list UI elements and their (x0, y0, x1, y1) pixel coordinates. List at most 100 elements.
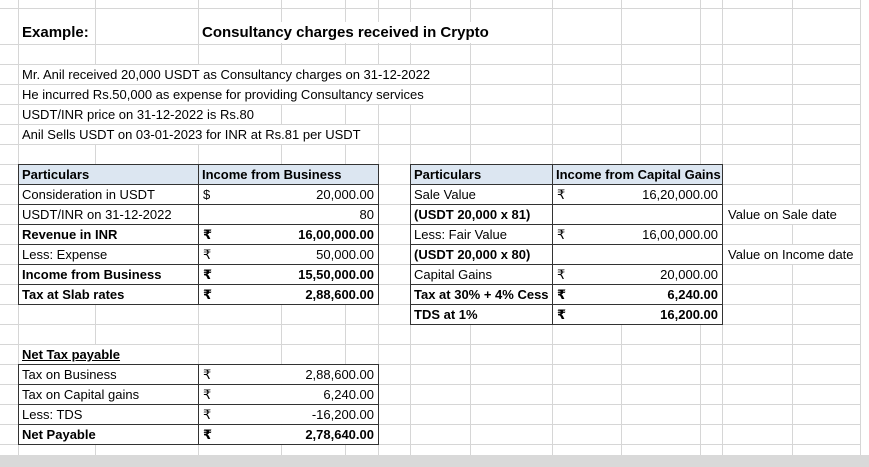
row-value-cell[interactable]: ₹ 2,88,600.00 (199, 365, 379, 385)
gridline (0, 364, 860, 365)
row-label-cell[interactable]: Less: Fair Value (411, 225, 553, 245)
currency-symbol: ₹ (203, 267, 213, 282)
gridline (792, 0, 793, 455)
capital-header-income[interactable]: Income from Capital Gains (553, 165, 723, 185)
amount-text: 20,000.00 (316, 187, 374, 202)
table-row: Tax at Slab rates ₹ 2,88,600.00 (19, 285, 379, 305)
row-value-cell[interactable]: ₹ -16,200.00 (199, 405, 379, 425)
row-value-cell[interactable] (553, 245, 723, 265)
business-table: Particulars Income from Business Conside… (18, 164, 379, 305)
row-label-cell[interactable]: Revenue in INR (19, 225, 199, 245)
currency-symbol: ₹ (557, 267, 566, 282)
row-value-cell[interactable]: ₹ 20,000.00 (553, 265, 723, 285)
description-line[interactable]: Anil Sells USDT on 03-01-2023 for INR at… (19, 125, 364, 144)
table-row: Net Payable ₹ 2,78,640.00 (19, 425, 379, 445)
capital-header-particulars[interactable]: Particulars (411, 165, 553, 185)
table-row: TDS at 1% ₹ 16,200.00 (411, 305, 723, 325)
row-value-cell[interactable]: ₹ 2,88,600.00 (199, 285, 379, 305)
gridline (0, 344, 860, 345)
amount-text: 16,00,000.00 (298, 227, 374, 242)
net-tax-payable-title[interactable]: Net Tax payable (19, 345, 124, 364)
currency-symbol: ₹ (557, 307, 567, 322)
row-label-cell[interactable]: Less: Expense (19, 245, 199, 265)
amount-text: 50,000.00 (316, 247, 374, 262)
amount-text: -16,200.00 (311, 407, 374, 422)
row-value-cell[interactable]: ₹ 16,00,000.00 (199, 225, 379, 245)
amount-text: 6,240.00 (667, 287, 718, 302)
gridline (0, 444, 860, 445)
business-header-income[interactable]: Income from Business (199, 165, 379, 185)
business-header-particulars[interactable]: Particulars (19, 165, 199, 185)
gridline (0, 144, 860, 145)
row-label-cell[interactable]: Tax on Capital gains (19, 385, 199, 405)
note-income-date[interactable]: Value on Income date (725, 245, 857, 264)
row-value-cell[interactable]: ₹ 15,50,000.00 (199, 265, 379, 285)
row-value-cell[interactable]: ₹ 50,000.00 (199, 245, 379, 265)
table-row: Revenue in INR ₹ 16,00,000.00 (19, 225, 379, 245)
gridline (0, 404, 860, 405)
row-value-cell[interactable]: $ 20,000.00 (199, 185, 379, 205)
amount-text: 20,000.00 (660, 267, 718, 282)
gridline (0, 424, 860, 425)
description-line[interactable]: Mr. Anil received 20,000 USDT as Consult… (19, 65, 434, 84)
currency-symbol: ₹ (203, 247, 212, 262)
table-row: (USDT 20,000 x 81) (411, 205, 723, 225)
currency-symbol: ₹ (203, 427, 213, 442)
row-value-cell[interactable] (553, 205, 723, 225)
table-row: Sale Value ₹ 16,20,000.00 (411, 185, 723, 205)
row-label-cell[interactable]: Income from Business (19, 265, 199, 285)
currency-symbol: ₹ (203, 407, 212, 422)
table-row: USDT/INR on 31-12-2022 80 (19, 205, 379, 225)
currency-symbol: ₹ (557, 187, 566, 202)
bottom-strip (0, 455, 869, 467)
currency-symbol: ₹ (557, 227, 566, 242)
table-row: Tax at 30% + 4% Cess ₹ 6,240.00 (411, 285, 723, 305)
table-row: Consideration in USDT $ 20,000.00 (19, 185, 379, 205)
row-label-cell[interactable]: Tax at 30% + 4% Cess (411, 285, 553, 305)
currency-symbol: $ (203, 187, 211, 202)
amount-text: 2,88,600.00 (305, 367, 374, 382)
note-sale-date[interactable]: Value on Sale date (725, 205, 840, 224)
table-row: Less: Fair Value ₹ 16,00,000.00 (411, 225, 723, 245)
table-row: Income from Business ₹ 15,50,000.00 (19, 265, 379, 285)
row-label-cell[interactable]: Tax on Business (19, 365, 199, 385)
description-line[interactable]: He incurred Rs.50,000 as expense for pro… (19, 85, 427, 104)
row-value-cell[interactable]: ₹ 16,20,000.00 (553, 185, 723, 205)
row-value-cell[interactable]: ₹ 6,240.00 (199, 385, 379, 405)
row-value-cell[interactable]: ₹ 2,78,640.00 (199, 425, 379, 445)
gridline (0, 124, 860, 125)
row-label-cell[interactable]: (USDT 20,000 x 80) (411, 245, 553, 265)
row-value-cell[interactable]: ₹ 6,240.00 (553, 285, 723, 305)
gridline (0, 44, 860, 45)
row-label-cell[interactable]: USDT/INR on 31-12-2022 (19, 205, 199, 225)
capital-gains-table: Particulars Income from Capital Gains Sa… (410, 164, 723, 325)
example-label[interactable]: Example: (19, 22, 92, 43)
currency-symbol: ₹ (203, 367, 212, 382)
table-row: Less: Expense ₹ 50,000.00 (19, 245, 379, 265)
row-label-cell[interactable]: Tax at Slab rates (19, 285, 199, 305)
row-label-cell[interactable]: Consideration in USDT (19, 185, 199, 205)
row-value-cell[interactable]: ₹ 16,200.00 (553, 305, 723, 325)
row-label-cell[interactable]: Sale Value (411, 185, 553, 205)
row-label-cell[interactable]: (USDT 20,000 x 81) (411, 205, 553, 225)
table-row: (USDT 20,000 x 80) (411, 245, 723, 265)
row-label-cell[interactable]: Capital Gains (411, 265, 553, 285)
currency-symbol: ₹ (557, 287, 567, 302)
gridline (860, 0, 861, 455)
amount-text: 15,50,000.00 (298, 267, 374, 282)
row-label-cell[interactable]: TDS at 1% (411, 305, 553, 325)
net-tax-table: Tax on Business ₹ 2,88,600.00 Tax on Cap… (18, 364, 379, 445)
row-label-cell[interactable]: Less: TDS (19, 405, 199, 425)
gridline (0, 84, 860, 85)
amount-text: 2,88,600.00 (305, 287, 374, 302)
gridline (0, 384, 860, 385)
row-value-cell[interactable]: ₹ 16,00,000.00 (553, 225, 723, 245)
description-line[interactable]: USDT/INR price on 31-12-2022 is Rs.80 (19, 105, 257, 124)
amount-text: 16,20,000.00 (642, 187, 718, 202)
row-value-cell[interactable]: 80 (199, 205, 379, 225)
row-label-cell[interactable]: Net Payable (19, 425, 199, 445)
currency-symbol: ₹ (203, 387, 212, 402)
sheet-title[interactable]: Consultancy charges received in Crypto (199, 22, 492, 43)
table-header-row: Particulars Income from Capital Gains (411, 165, 723, 185)
amount-text: 2,78,640.00 (305, 427, 374, 442)
